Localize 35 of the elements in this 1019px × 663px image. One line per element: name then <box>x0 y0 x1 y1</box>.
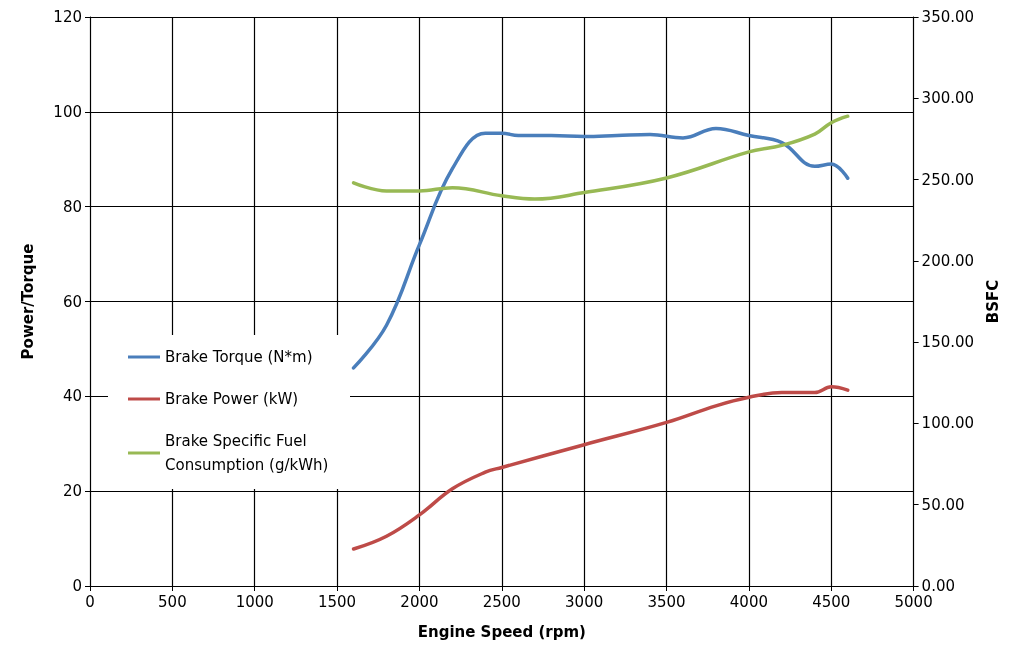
y-tick-label: 60 <box>62 292 82 311</box>
y2-tick-label: 0.00 <box>921 577 956 595</box>
line-series <box>351 385 850 551</box>
x-tick-label: 1500 <box>317 592 357 611</box>
legend-label: Brake Torque (N*m) <box>165 348 313 366</box>
y-tick-label: 20 <box>62 482 82 501</box>
x-tick-label: 2500 <box>482 592 521 611</box>
x-tick-label: 5000 <box>894 592 933 611</box>
x-tick-label: 2000 <box>400 592 439 611</box>
x-tick-label: 4500 <box>812 592 851 611</box>
y2-tick-label: 350.00 <box>921 8 975 26</box>
x-tick-label: 500 <box>158 592 187 611</box>
y-tick-label: 40 <box>62 387 82 406</box>
y2-tick-label: 250.00 <box>921 170 975 189</box>
line-series <box>351 126 850 370</box>
y-tick-label: 0 <box>72 577 82 595</box>
x-tick-label: 1000 <box>235 592 274 611</box>
y2-axis-title: BSFC <box>983 279 1002 324</box>
x-tick-label: 3500 <box>647 592 686 611</box>
y2-tick-label: 50.00 <box>921 495 965 514</box>
x-tick-label: 0 <box>85 592 95 611</box>
x-tick-label: 4000 <box>729 592 768 611</box>
y2-tick-label: 300.00 <box>921 89 975 108</box>
y-tick-label: 100 <box>53 102 82 121</box>
y2-tick-label: 150.00 <box>921 333 975 352</box>
x-tick-label: 3000 <box>565 592 604 611</box>
y-tick-label: 80 <box>62 197 82 216</box>
y-tick-label: 120 <box>53 8 82 26</box>
legend-label: Brake Specific Fuel Consumption (g/kWh) <box>165 432 329 474</box>
y2-tick-label: 200.00 <box>921 251 975 270</box>
x-axis-title: Engine Speed (rpm) <box>417 622 586 641</box>
legend-label: Brake Power (kW) <box>165 390 299 408</box>
y2-tick-label: 100.00 <box>921 414 975 433</box>
line-series <box>351 114 850 201</box>
y-axis-title: Power/Torque <box>18 243 37 360</box>
